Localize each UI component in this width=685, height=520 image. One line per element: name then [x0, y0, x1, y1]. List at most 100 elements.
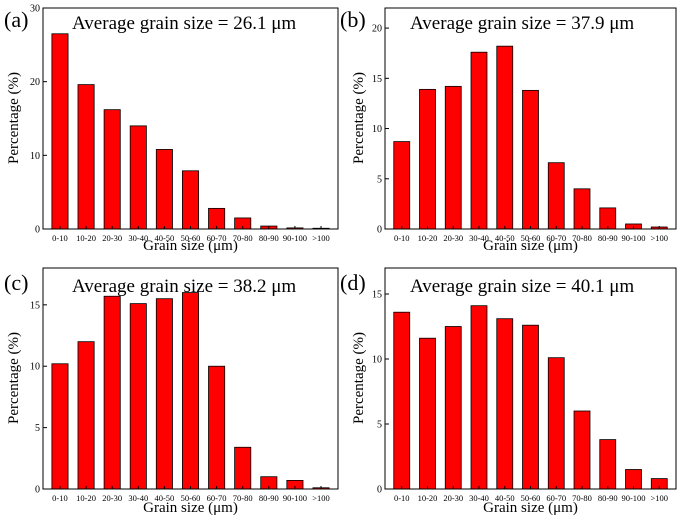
bar-10-20 [77, 84, 95, 230]
x-tick-label: 90-100 [621, 493, 645, 503]
bar-20-30 [444, 326, 462, 490]
bar-30-40 [470, 305, 488, 490]
x-tick-label: 30-40 [128, 493, 148, 503]
bar-30-40 [129, 125, 147, 230]
y-tick-label: 20 [30, 77, 40, 88]
x-tick-label: 70-80 [572, 233, 592, 243]
bar-40-50 [155, 298, 173, 490]
bar-70-80 [234, 446, 252, 490]
x-tick-label: 40-50 [154, 233, 174, 243]
y-axis-label: Percentage (%) [6, 332, 22, 424]
x-tick-label: 70-80 [233, 493, 253, 503]
bar-80-90 [599, 439, 617, 490]
bar-70-80 [573, 410, 591, 490]
x-tick-label: 60-70 [207, 493, 227, 503]
x-tick-label: 90-100 [621, 233, 645, 243]
x-tick-label: 70-80 [233, 233, 253, 243]
bar-20-30 [444, 85, 462, 230]
panel-label: (a) [4, 7, 28, 32]
chart-panel-b: 0 5 10 15 20 0-10 10-20 20-30 30-40 40-50 50-60 60-… [340, 7, 677, 254]
chart-panel-a: 0 10 20 30 0-10 10-20 20-30 30-40 40-50 50-60 60-7… [4, 4, 339, 254]
bar-20-30 [103, 109, 121, 230]
bar-50-60 [522, 89, 539, 230]
x-tick-label: 10-20 [418, 493, 438, 503]
x-tick-label: 50-60 [181, 233, 201, 243]
bar-60-70 [547, 357, 565, 490]
y-tick-label: 10 [372, 124, 382, 135]
x-tick-label: 0-10 [52, 493, 68, 503]
y-tick-label: 10 [372, 355, 382, 366]
chart-panel-d: 0 5 10 15 0-10 10-20 20-30 30-40 40-50 50-60 60-70… [340, 267, 677, 516]
x-tick-label: 50-60 [521, 233, 541, 243]
y-tick-label: 20 [372, 24, 382, 35]
y-tick-label: 5 [35, 423, 40, 434]
x-tick-label: 50-60 [521, 493, 541, 503]
y-tick-label: 15 [372, 74, 382, 85]
x-tick-label: 20-30 [443, 493, 463, 503]
y-tick-label: 5 [377, 420, 382, 431]
x-tick-label: 80-90 [598, 493, 618, 503]
bar-10-20 [419, 88, 436, 230]
x-tick-label: 0-10 [52, 233, 68, 243]
x-tick-label: 70-80 [572, 493, 592, 503]
x-axis-label: Grain size (μm) [483, 238, 578, 254]
x-axis-label: Grain size (μm) [143, 238, 238, 254]
panel-label: (d) [340, 270, 366, 295]
bar-40-50 [496, 45, 514, 230]
y-tick-label: 10 [30, 151, 40, 162]
average-grain-size-annotation: Average grain size = 26.1 μm [72, 13, 296, 34]
x-tick-label: 60-70 [546, 233, 566, 243]
x-tick-label: >100 [650, 493, 668, 503]
average-grain-size-annotation: Average grain size = 40.1 μm [410, 276, 634, 297]
x-tick-label: >100 [312, 493, 330, 503]
x-tick-label: 60-70 [546, 493, 566, 503]
x-tick-label: 30-40 [128, 233, 148, 243]
x-tick-label: 10-20 [76, 493, 96, 503]
x-tick-label: 40-50 [154, 493, 174, 503]
y-tick-label: 10 [30, 362, 40, 373]
x-tick-label: 20-30 [443, 233, 463, 243]
x-tick-label: 20-30 [102, 493, 122, 503]
bar-50-60 [182, 170, 200, 230]
bar-50-60 [522, 324, 539, 490]
x-tick-label: 80-90 [598, 233, 618, 243]
bar-0-10 [51, 33, 69, 230]
x-axis-label: Grain size (μm) [143, 500, 238, 516]
bar-80-90 [599, 207, 617, 230]
x-tick-label: 30-40 [469, 233, 489, 243]
x-tick-label: 80-90 [259, 493, 279, 503]
chart-panel-c: 0 5 10 15 0-10 10-20 20-30 30-40 40-50 50-60 60-70… [4, 267, 339, 516]
bar-60-70 [547, 162, 565, 230]
x-tick-label: 10-20 [76, 233, 96, 243]
bar-40-50 [496, 318, 514, 490]
bar-30-40 [129, 303, 147, 490]
bar-0-10 [393, 141, 411, 230]
bar-40-50 [155, 149, 173, 230]
bar-10-20 [77, 341, 95, 490]
y-axis-label: Percentage (%) [6, 72, 22, 164]
bar-60-70 [208, 365, 226, 490]
average-grain-size-annotation: Average grain size = 38.2 μm [72, 276, 296, 297]
x-tick-label: 80-90 [259, 233, 279, 243]
y-axis-label: Percentage (%) [351, 72, 367, 164]
bar-50-60 [182, 292, 200, 490]
bar-20-30 [103, 295, 121, 490]
x-axis-label: Grain size (μm) [483, 500, 578, 516]
x-tick-label: >100 [650, 233, 668, 243]
y-tick-label: 15 [30, 300, 40, 311]
y-tick-label: 0 [377, 225, 382, 236]
x-tick-label: 0-10 [394, 233, 410, 243]
bar-0-10 [393, 311, 411, 490]
bar-10-20 [419, 337, 436, 490]
panel-label: (b) [340, 7, 366, 32]
panel-label: (c) [4, 270, 28, 295]
bar-0-10 [51, 363, 69, 490]
y-tick-label: 15 [372, 290, 382, 301]
y-tick-label: 0 [377, 485, 382, 496]
y-tick-label: 30 [30, 4, 40, 15]
y-tick-label: 0 [35, 225, 40, 236]
x-tick-label: 90-100 [283, 493, 307, 503]
x-tick-label: 50-60 [181, 493, 201, 503]
bar-30-40 [470, 51, 488, 230]
y-tick-label: 0 [35, 485, 40, 496]
